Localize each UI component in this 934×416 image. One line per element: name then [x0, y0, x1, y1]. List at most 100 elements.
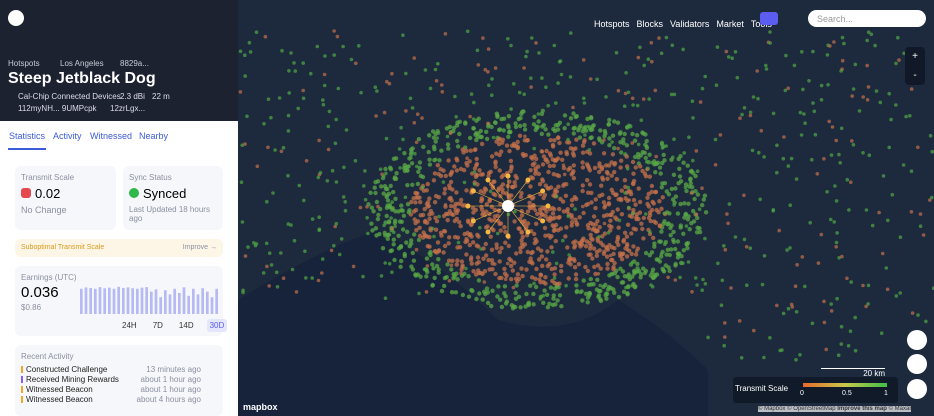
hotspot [431, 135, 437, 140]
hotspot [333, 224, 337, 229]
improve-link[interactable]: Improve this map [837, 406, 887, 412]
search[interactable]: Search... [808, 10, 926, 27]
hotspot [499, 184, 503, 189]
improve[interactable]: Improve → [182, 244, 217, 251]
activity-marker [21, 396, 23, 403]
hotspot [518, 115, 523, 121]
witness-line [473, 190, 509, 207]
mapbox-logo[interactable]: mapbox [243, 402, 278, 412]
hotspot [838, 161, 842, 165]
hotspot [553, 187, 558, 192]
hotspot [564, 150, 569, 155]
hotspot [846, 344, 851, 348]
nav-link[interactable]: Blocks [636, 19, 664, 29]
icon [129, 188, 139, 198]
hotspot [454, 190, 459, 195]
hotspot [391, 237, 396, 242]
activity-name[interactable]: Constructed Challenge [26, 365, 108, 374]
activity-name[interactable]: Witnessed Beacon [26, 395, 93, 404]
map[interactable]: HotspotsBlocksValidatorsMarketTools Sear… [238, 0, 934, 416]
range-button[interactable]: 30D [206, 319, 228, 332]
hotspot [671, 155, 675, 160]
hotspot [636, 142, 641, 147]
hotspot [486, 70, 490, 74]
hotspot [425, 200, 431, 205]
hotspot [571, 257, 577, 262]
hotspot [837, 255, 841, 260]
hotspot [627, 198, 631, 202]
range-button[interactable]: 14D [178, 321, 194, 330]
range-button[interactable]: 24H [122, 321, 137, 330]
hotspot [506, 212, 511, 217]
nav-link[interactable]: Validators [670, 19, 710, 29]
tab[interactable]: Statistics [9, 131, 46, 141]
hotspot [454, 156, 459, 161]
map-button[interactable] [907, 330, 927, 350]
logo[interactable] [8, 10, 24, 26]
hotspot [631, 211, 635, 216]
hotspot [562, 182, 566, 186]
hotspot [423, 233, 428, 239]
hotspot [287, 69, 291, 73]
hotspot [404, 109, 408, 113]
hotspot [503, 301, 509, 306]
hotspot [591, 246, 597, 251]
hotspot [491, 135, 496, 140]
earnings-bar [173, 288, 176, 314]
hotspot [508, 129, 513, 135]
hotspot [386, 220, 392, 225]
hotspot [541, 154, 547, 159]
location-hex[interactable]: 12zrLgx... [110, 104, 146, 113]
earnings-bar [178, 293, 181, 314]
earnings-bar [140, 287, 144, 314]
hotspot [664, 252, 669, 257]
nav-link[interactable]: Hotspots [594, 19, 630, 29]
hotspot [849, 180, 853, 184]
hotspot [530, 36, 534, 40]
hotspot [546, 103, 550, 108]
hotspot [689, 168, 694, 174]
hotspot [612, 246, 617, 251]
hotspot [509, 43, 513, 48]
hotspot [520, 234, 525, 240]
hotspot [609, 212, 614, 218]
attribution-text[interactable]: © Mapbox © OpenStreetMap [758, 406, 836, 412]
hotspot [390, 200, 394, 204]
hotspot [683, 185, 688, 190]
owner[interactable]: 112myNH... 9UMPcpk [18, 104, 97, 113]
hotspot [454, 123, 460, 128]
hotspot [499, 275, 504, 281]
tab[interactable]: Nearby [139, 131, 169, 141]
activity-name[interactable]: Received Mining Rewards [26, 375, 119, 384]
hotspot [394, 171, 399, 176]
hotspot [484, 136, 490, 142]
nav-link[interactable]: Market [716, 19, 744, 29]
maxar[interactable]: © Maxar [888, 406, 912, 412]
hotspot [460, 292, 466, 298]
range-button[interactable]: 7D [152, 321, 163, 330]
hotspot [382, 110, 387, 115]
zoom-controls[interactable]: + - [905, 47, 925, 85]
crumb[interactable]: Los Angeles [60, 59, 104, 68]
hotspot [642, 171, 648, 176]
hotspot [453, 94, 457, 99]
locate-button[interactable] [907, 354, 927, 374]
chat-button[interactable] [760, 12, 778, 25]
tab[interactable]: Witnessed [90, 131, 133, 141]
layers-button[interactable] [907, 379, 927, 399]
hotspot [890, 192, 895, 197]
hotspot [624, 143, 630, 148]
hotspot [252, 241, 256, 245]
hotspot [850, 139, 854, 143]
hotspot [493, 192, 498, 198]
search-placeholder[interactable]: Search... [817, 14, 854, 24]
hotspot [464, 236, 469, 242]
hotspot [476, 116, 481, 121]
tab[interactable]: Activity [53, 131, 82, 141]
hotspot [614, 177, 619, 182]
crumb[interactable]: Hotspots [8, 59, 40, 68]
crumb[interactable]: 8829a... [120, 59, 149, 68]
hotspot [289, 223, 293, 227]
activity-name[interactable]: Witnessed Beacon [26, 385, 93, 394]
hotspot [432, 171, 438, 176]
